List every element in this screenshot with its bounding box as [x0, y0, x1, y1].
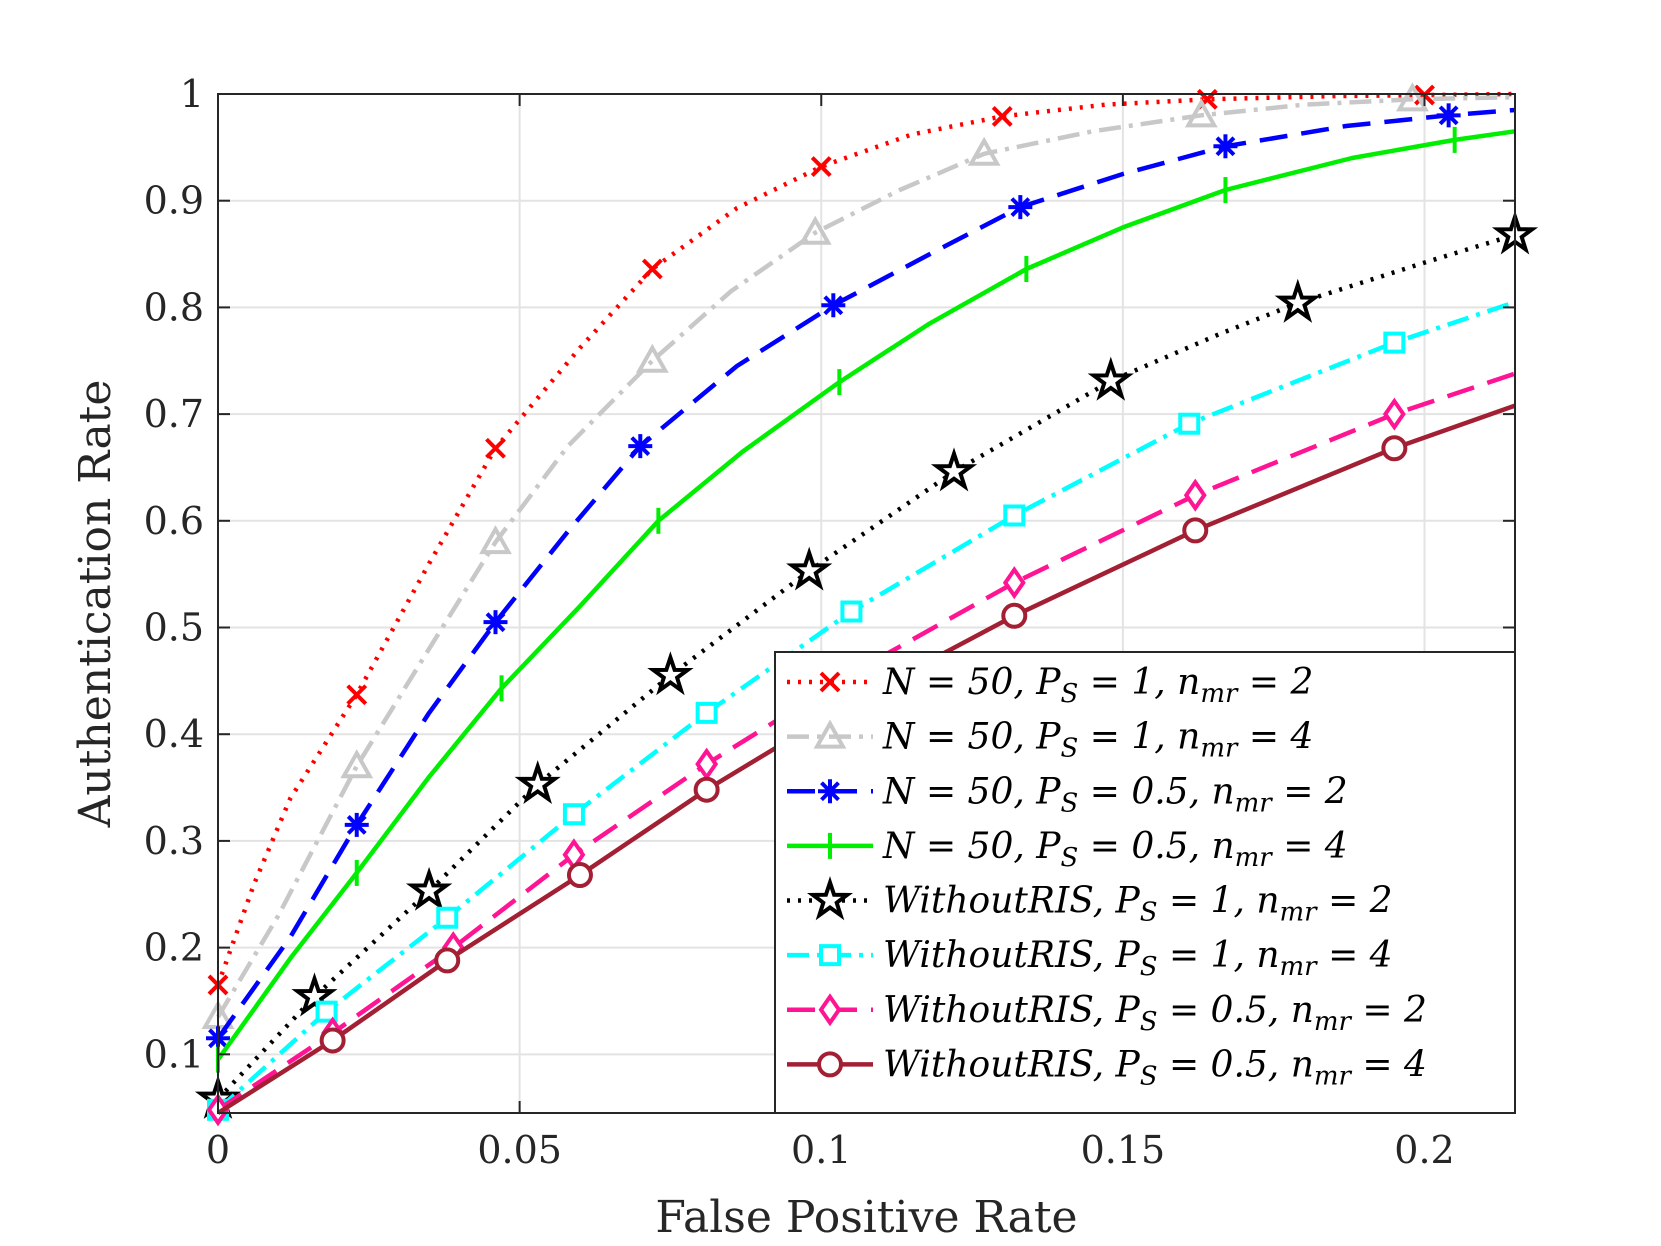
marker-asterisk: [344, 812, 369, 837]
legend: N = 50, PS = 1, nmr = 2 N = 50, PS = 1, n…: [774, 651, 1516, 1114]
marker-asterisk: [1436, 103, 1461, 128]
legend-item: WithoutRIS, PS = 0.5, nmr = 2: [787, 990, 1427, 1037]
marker-triangle: [813, 719, 847, 749]
marker-diamond: [818, 993, 842, 1027]
y-tick-label: 0.4: [144, 712, 204, 756]
marker-circle: [817, 1051, 843, 1078]
marker-square: [819, 944, 841, 967]
marker-star: [930, 447, 978, 492]
series-line: [216, 129, 1516, 1061]
legend-label: N = 50, PS = 1, nmr = 4: [882, 717, 1313, 764]
marker-circle: [434, 947, 461, 974]
series-5: [194, 210, 1539, 1119]
marker-asterisk: [1008, 195, 1033, 220]
marker-x: [485, 437, 506, 459]
marker-x: [991, 105, 1013, 127]
marker-square: [562, 803, 585, 826]
marker-triangle: [967, 136, 1001, 166]
legend-item: N = 50, PS = 0.5, nmr = 2: [787, 771, 1348, 818]
x-axis-label: False Positive Rate: [655, 1192, 1077, 1243]
marker-circle: [1381, 435, 1408, 462]
marker-triangle: [635, 343, 669, 373]
marker-asterisk: [821, 293, 846, 318]
marker-triangle: [340, 749, 374, 779]
series-2: [201, 82, 1516, 1029]
marker-triangle: [798, 215, 832, 245]
x-tick-label: 0.1: [791, 1128, 851, 1172]
marker-square: [436, 906, 459, 929]
marker-asterisk: [483, 610, 508, 635]
legend-item: N = 50, PS = 1, nmr = 2: [787, 662, 1313, 709]
marker-asterisk: [818, 779, 842, 804]
y-tick-label: 1: [180, 72, 204, 116]
legend-item: WithoutRIS, PS = 1, nmr = 4: [787, 935, 1393, 982]
marker-x: [641, 258, 663, 280]
legend-label: WithoutRIS, PS = 1, nmr = 4: [883, 935, 1393, 982]
marker-star: [514, 760, 561, 805]
marker-star: [806, 876, 854, 921]
legend-label: N = 50, PS = 0.5, nmr = 4: [882, 826, 1348, 873]
marker-diamond: [1382, 397, 1406, 431]
marker-asterisk: [1213, 134, 1238, 159]
series-line: [215, 91, 1516, 986]
marker-square: [315, 1000, 338, 1023]
y-tick-label: 0.3: [144, 819, 204, 863]
marker-star: [291, 972, 338, 1017]
legend-label: N = 50, PS = 0.5, nmr = 2: [882, 771, 1348, 818]
marker-asterisk: [628, 434, 653, 459]
x-tick-label: 0.2: [1394, 1128, 1454, 1172]
marker-triangle: [1396, 82, 1429, 112]
marker-square: [1178, 412, 1201, 435]
marker-circle: [566, 862, 593, 889]
marker-square: [1383, 331, 1406, 354]
marker-circle: [319, 1027, 346, 1054]
axis-ticks: 0 0.05 0.1 0.15 0.2 0.1 0.2 0.3 0.4 0.5 0.6 0.7 0.8 0…: [144, 72, 1515, 1172]
series-line: [216, 94, 1516, 1019]
x-tick-label: 0: [206, 1128, 230, 1172]
marker-x: [810, 156, 832, 177]
y-tick-label: 0.1: [144, 1032, 204, 1076]
marker-star: [405, 866, 453, 911]
marker-square: [840, 600, 863, 623]
marker-star: [1087, 356, 1134, 401]
x-tick-label: 0.15: [1081, 1128, 1166, 1172]
legend-box: [774, 651, 1516, 1114]
legend-item: WithoutRIS, PS = 0.5, nmr = 4: [787, 1044, 1427, 1091]
marker-diamond: [1183, 478, 1207, 512]
legend-label: WithoutRIS, PS = 0.5, nmr = 2: [883, 990, 1427, 1037]
marker-circle: [1182, 517, 1209, 544]
y-tick-label: 0.5: [144, 606, 204, 650]
legend-label: N = 50, PS = 1, nmr = 2: [882, 662, 1313, 709]
marker-triangle: [479, 525, 512, 555]
legend-item: WithoutRIS, PS = 1, nmr = 2: [787, 876, 1393, 928]
legend-label: WithoutRIS, PS = 0.5, nmr = 4: [883, 1044, 1427, 1091]
marker-square: [695, 701, 718, 724]
marker-star: [1274, 278, 1321, 323]
x-tick-label: 0.05: [477, 1128, 562, 1172]
marker-diamond: [1002, 566, 1026, 600]
legend-item: N = 50, PS = 1, nmr = 4: [787, 717, 1313, 764]
legend-item: N = 50, PS = 0.5, nmr = 4: [787, 826, 1348, 873]
y-tick-label: 0.9: [144, 179, 204, 223]
y-tick-label: 0.7: [144, 392, 204, 436]
y-tick-label: 0.8: [144, 285, 204, 329]
marker-square: [1003, 504, 1026, 527]
legend-label: WithoutRIS, PS = 1, nmr = 2: [883, 881, 1393, 928]
y-axis-label: Authentication Rate: [70, 380, 121, 829]
y-tick-label: 0.6: [144, 499, 204, 543]
marker-x: [346, 684, 368, 706]
marker-x: [819, 671, 841, 693]
marker-circle: [1001, 602, 1028, 629]
marker-triangle: [1184, 98, 1218, 128]
y-tick-label: 0.2: [144, 926, 204, 970]
marker-star: [786, 546, 833, 591]
series-line: [216, 107, 1516, 1040]
marker-star: [647, 651, 694, 696]
marker-circle: [693, 776, 720, 803]
